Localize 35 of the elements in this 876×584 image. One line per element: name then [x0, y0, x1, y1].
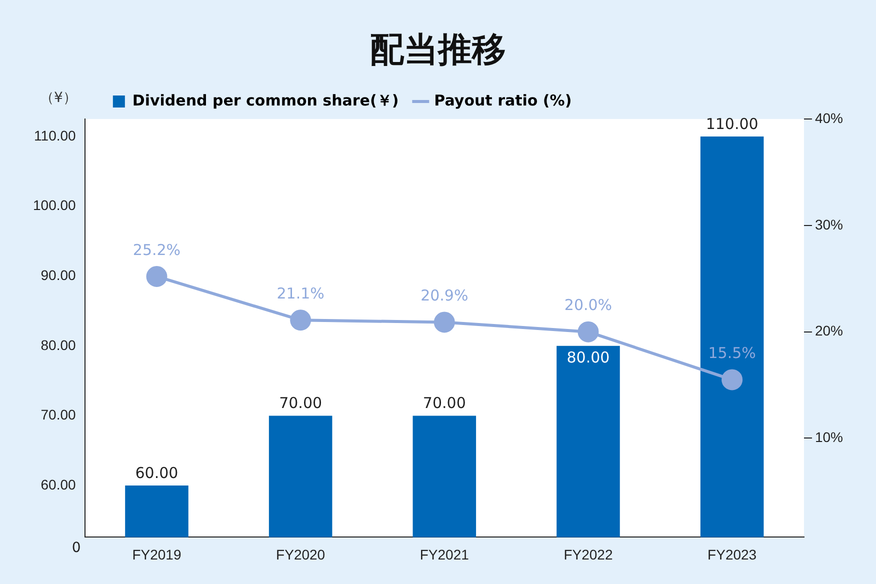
data-label: 20.0% — [564, 296, 612, 314]
point — [434, 312, 455, 333]
y-tick-label: 80.00 — [40, 336, 76, 353]
y-tick-label: 60.00 — [40, 476, 76, 492]
point — [578, 321, 599, 342]
data-label: 15.5% — [708, 344, 756, 362]
y2-tick-label: 40% — [814, 110, 844, 126]
data-label: 80.00 — [566, 348, 610, 366]
y-tick-label: 90.00 — [40, 266, 76, 283]
y2-tick-label: 30% — [814, 216, 844, 232]
point — [146, 266, 168, 287]
y2-tick-label: 20% — [814, 322, 844, 339]
y-tick-label: 110.00 — [34, 127, 76, 144]
x-tick-label: FY2022 — [564, 546, 613, 562]
legend-label: Dividend per common share(￥) — [132, 91, 399, 110]
y-tick-label: 70.00 — [40, 406, 76, 423]
data-label: 70.00 — [279, 394, 322, 412]
point — [722, 369, 743, 390]
x-tick-label: FY2021 — [420, 546, 470, 562]
legend-label: Payout ratio (%) — [434, 91, 572, 110]
text: 0 — [72, 540, 81, 556]
point — [290, 310, 312, 331]
data-label: 70.00 — [422, 394, 466, 412]
data-label: 110.00 — [706, 114, 758, 133]
data-label: 21.1% — [276, 284, 324, 303]
y-tick-label: 100.00 — [32, 197, 76, 214]
data-label: 20.9% — [420, 286, 468, 305]
data-label: 25.2% — [132, 240, 181, 259]
data-label: 60.00 — [135, 464, 178, 482]
y-axis-title: （¥） — [40, 90, 77, 106]
chart-title: 配当推移 — [369, 29, 507, 72]
x-tick-label: FY2023 — [708, 546, 757, 562]
x-tick-label: FY2020 — [276, 546, 326, 562]
y2-tick-label: 10% — [814, 429, 844, 446]
x-tick-label: FY2019 — [132, 546, 182, 562]
